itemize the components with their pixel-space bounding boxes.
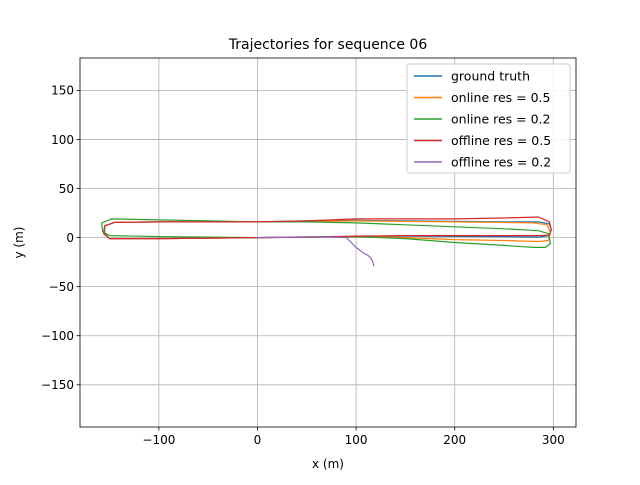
x-axis-label: x (m) [312,457,344,471]
y-axis-label: y (m) [12,227,26,259]
x-tick-label: 200 [443,433,466,447]
legend-entry-label: offline res = 0.2 [451,155,551,170]
y-tick-label: 50 [59,182,74,196]
legend-entry-label: online res = 0.5 [451,90,550,105]
legend: ground truth online res = 0.5 online res =… [406,63,571,174]
series-line-4 [257,236,375,267]
chart-title: Trajectories for sequence 06 [228,37,428,53]
y-tick-label: 150 [51,84,74,98]
series-line-2 [101,218,552,248]
legend-entry-label: online res = 0.2 [451,112,550,127]
x-tick-label: 100 [345,433,368,447]
y-tick-label: 100 [51,133,74,147]
x-tick-label: −100 [142,433,175,447]
x-tick-label: 300 [542,433,565,447]
y-tick-label: −100 [41,329,74,343]
series-lines [101,216,552,267]
y-tick-label: 0 [66,231,74,245]
ticks: −100 0 100 200 300 −150 −100 −50 0 50 100 150 [41,84,565,447]
x-tick-label: 0 [254,433,262,447]
legend-entry-label: offline res = 0.5 [451,133,551,148]
legend-box [406,63,571,174]
y-tick-label: −50 [49,280,74,294]
legend-entry-label: ground truth [451,69,530,84]
plot-frame [79,57,577,428]
y-tick-label: −150 [41,378,74,392]
series-line-3 [103,216,552,240]
